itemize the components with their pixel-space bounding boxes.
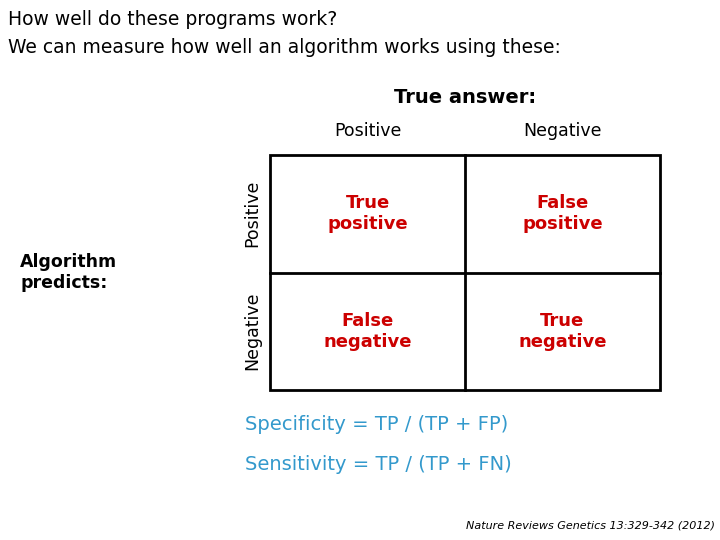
Text: False
negative: False negative xyxy=(323,312,412,350)
Text: True answer:: True answer: xyxy=(394,88,536,107)
Text: We can measure how well an algorithm works using these:: We can measure how well an algorithm wor… xyxy=(8,38,561,57)
Text: True
positive: True positive xyxy=(327,194,408,233)
Text: Positive: Positive xyxy=(243,180,261,247)
Text: Nature Reviews Genetics 13:329-342 (2012): Nature Reviews Genetics 13:329-342 (2012… xyxy=(466,520,715,530)
Bar xyxy=(270,155,660,390)
Text: Algorithm
predicts:: Algorithm predicts: xyxy=(20,253,117,292)
Text: How well do these programs work?: How well do these programs work? xyxy=(8,10,337,29)
Text: Positive: Positive xyxy=(334,122,401,140)
Text: Negative: Negative xyxy=(243,292,261,370)
Text: True
negative: True negative xyxy=(518,312,607,350)
Text: Sensitivity = TP / (TP + FN): Sensitivity = TP / (TP + FN) xyxy=(245,455,512,474)
Text: False
positive: False positive xyxy=(522,194,603,233)
Text: Negative: Negative xyxy=(523,122,602,140)
Text: Specificity = TP / (TP + FP): Specificity = TP / (TP + FP) xyxy=(245,415,508,434)
